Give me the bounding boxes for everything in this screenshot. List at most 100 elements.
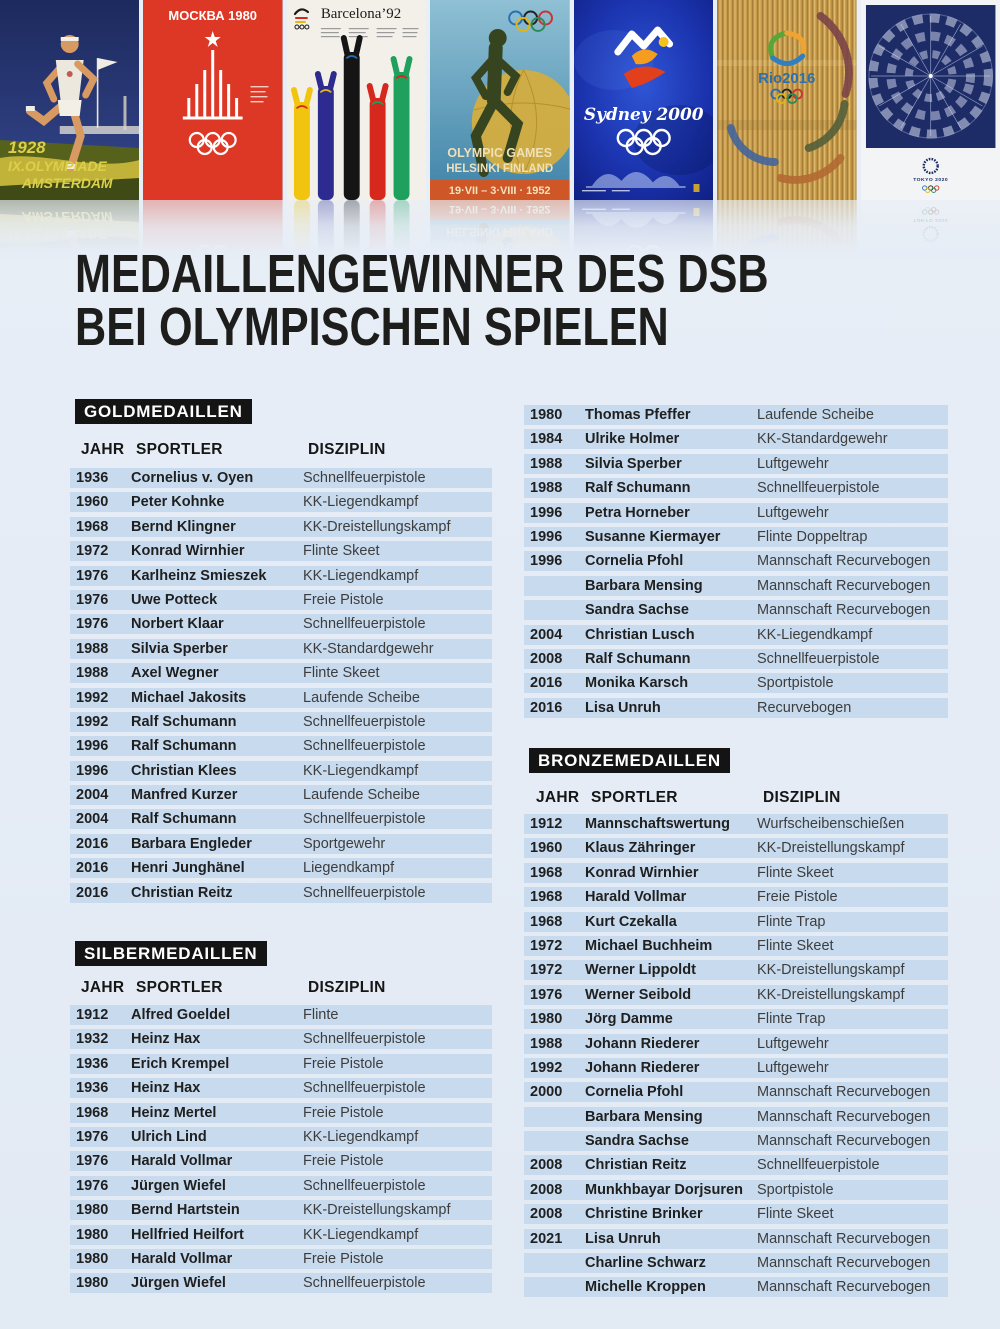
table-silver-left: 1912 Alfred Goeldel Flinte 1932 Heinz Ha…: [70, 1005, 492, 1294]
table-row: 2008 Christian Reitz Schnellfeuerpistole: [524, 1155, 948, 1176]
table-row: 1992 Michael Jakosits Laufende Scheibe: [70, 687, 492, 708]
athlete-cell: Silvia Sperber: [131, 640, 228, 657]
discipline-cell: Schnellfeuerpistole: [303, 713, 426, 730]
table-row: Sandra Sachse Mannschaft Recurvebogen: [524, 1131, 948, 1152]
fine-print-lines: [250, 86, 269, 103]
athlete-cell: Ulrich Lind: [131, 1128, 207, 1145]
athlete-cell: Sandra Sachse: [585, 1133, 689, 1150]
athlete-cell: Barbara Engleder: [131, 835, 252, 852]
table-row: 1972 Michael Buchheim Flinte Skeet: [524, 935, 948, 956]
svg-text:IX.OLYMPIADE: IX.OLYMPIADE: [8, 158, 108, 174]
page-title-line2: BEI OLYMPISCHEN SPIELEN: [75, 297, 669, 357]
table-row: 1992 Ralf Schumann Schnellfeuerpistole: [70, 711, 492, 732]
discipline-cell: KK-Liegendkampf: [303, 762, 419, 779]
table-row: 1960 Peter Kohnke KK-Liegendkampf: [70, 492, 492, 513]
table-row: 1980 Harald Vollmar Freie Pistole: [70, 1248, 492, 1269]
table-row: 1972 Konrad Wirnhier Flinte Skeet: [70, 541, 492, 562]
discipline-cell: Schnellfeuerpistole: [303, 1031, 426, 1048]
svg-text:HELSINKI FINLAND: HELSINKI FINLAND: [447, 163, 554, 175]
table-row: 1912 Mannschaftswertung Wurfscheibenschi…: [524, 814, 948, 834]
olympic-rings-icon: [921, 207, 939, 215]
year-cell: 2004: [76, 811, 109, 828]
table-row: Barbara Mensing Mannschaft Recurvebogen: [524, 1106, 948, 1127]
svg-text:1928: 1928: [8, 243, 46, 258]
year-cell: 1912: [530, 816, 563, 832]
poster-amsterdam-image: 1928 IX.OLYMPIADE AMSTERDAM: [0, 0, 140, 200]
table-row: 1992 Johann Riederer Luftgewehr: [524, 1057, 948, 1078]
table-header-silver: JAHR SPORTLER DISZIPLIN: [70, 978, 492, 998]
athlete-cell: Bernd Hartstein: [131, 1202, 240, 1219]
year-cell: 1968: [530, 889, 563, 906]
year-cell: 1972: [530, 937, 563, 954]
year-cell: 1996: [76, 738, 109, 755]
discipline-cell: KK-Dreistellungskampf: [757, 962, 905, 979]
discipline-cell: KK-Liegendkampf: [757, 626, 873, 643]
athlete-cell: Axel Wegner: [131, 665, 219, 682]
table-row: 1932 Heinz Hax Schnellfeuerpistole: [70, 1029, 492, 1050]
discipline-cell: Laufende Scheibe: [303, 689, 420, 706]
poster-barcelona-title: Barcelona’92: [321, 6, 401, 22]
table-row: 2021 Lisa Unruh Mannschaft Recurvebogen: [524, 1228, 948, 1249]
athlete-cell: Jürgen Wiefel: [131, 1275, 226, 1292]
table-row: 1976 Karlheinz Smieszek KK-Liegendkampf: [70, 565, 492, 586]
athlete-cell: Ralf Schumann: [585, 650, 691, 667]
discipline-cell: Schnellfeuerpistole: [303, 470, 426, 486]
discipline-cell: Flinte Skeet: [757, 864, 834, 881]
discipline-cell: Laufende Scheibe: [303, 787, 420, 804]
poster-sydney-image: Sydney 2000: [573, 0, 714, 200]
svg-text:HELSINKI FINLAND: HELSINKI FINLAND: [447, 225, 554, 237]
discipline-cell: Flinte Trap: [757, 913, 826, 930]
year-cell: 1980: [76, 1275, 109, 1292]
table-row: 2016 Henri Junghänel Liegendkampf: [70, 858, 492, 879]
year-cell: 1980: [76, 1202, 109, 1219]
athlete-cell: Johann Riederer: [585, 1035, 700, 1052]
athlete-cell: Cornelia Pfohl: [585, 1084, 684, 1101]
table-bronze: 1912 Mannschaftswertung Wurfscheibenschi…: [524, 814, 948, 1298]
table-row: 1980 Hellfried Heilfort KK-Liegendkampf: [70, 1224, 492, 1245]
section-heading-silver: SILBERMEDAILLEN: [75, 941, 267, 966]
tokyo-2020-emblem: TOKYO 2020: [913, 157, 947, 193]
table-row: 2016 Barbara Engleder Sportgewehr: [70, 833, 492, 854]
olympic-rings-icon: [189, 131, 238, 156]
year-cell: 1980: [530, 1011, 563, 1028]
year-cell: 1988: [76, 665, 109, 682]
year-cell: 1996: [530, 504, 563, 521]
athlete-cell: Michael Jakosits: [131, 689, 247, 706]
table-gold: 1936 Cornelius v. Oyen Schnellfeuerpisto…: [70, 468, 492, 903]
year-cell: 2008: [530, 1157, 563, 1174]
year-cell: 2016: [530, 675, 563, 692]
poster-tokyo-2020: TOKYO 2020: [860, 0, 1000, 200]
year-cell: 2008: [530, 1181, 563, 1198]
year-cell: 1976: [76, 616, 109, 633]
year-cell: 1912: [76, 1007, 109, 1023]
table-row: 1988 Axel Wegner Flinte Skeet: [70, 663, 492, 684]
flag-icon: [96, 58, 118, 128]
table-header-gold: JAHR SPORTLER DISZIPLIN: [70, 440, 492, 460]
discipline-cell: Luftgewehr: [757, 455, 829, 472]
discipline-cell: Freie Pistole: [303, 1250, 384, 1267]
athlete-cell: Jörg Damme: [585, 1011, 673, 1028]
athlete-cell: Sandra Sachse: [585, 602, 689, 619]
discipline-cell: Flinte Doppeltrap: [757, 528, 868, 545]
athlete-cell: Ralf Schumann: [585, 480, 691, 497]
year-cell: 1996: [76, 762, 109, 779]
year-cell: 1936: [76, 1055, 109, 1072]
page-title: MEDAILLENGEWINNER DES DSB BEI OLYMPISCHE…: [75, 247, 769, 357]
athlete-cell: Christine Brinker: [585, 1206, 703, 1223]
athlete-cell: Christian Klees: [131, 762, 237, 779]
table-row: 1968 Harald Vollmar Freie Pistole: [524, 887, 948, 908]
athlete-cell: Lisa Unruh: [585, 1230, 661, 1247]
year-cell: 1968: [76, 1104, 109, 1121]
table-row: 2016 Christian Reitz Schnellfeuerpistole: [70, 882, 492, 903]
victory-hands-art: [290, 35, 413, 200]
year-cell: 2016: [76, 835, 109, 852]
discipline-cell: Flinte Skeet: [303, 665, 380, 682]
table-row: 1996 Cornelia Pfohl Mannschaft Recurvebo…: [524, 551, 948, 572]
table-row: 1912 Alfred Goeldel Flinte: [70, 1005, 492, 1025]
discipline-cell: KK-Dreistellungskampf: [757, 986, 905, 1003]
discipline-cell: Flinte: [303, 1007, 339, 1023]
section-silver: SILBERMEDAILLEN JAHR SPORTLER DISZIPLIN …: [70, 941, 492, 1298]
discipline-cell: Luftgewehr: [757, 1059, 829, 1076]
discipline-cell: KK-Standardgewehr: [303, 640, 434, 657]
